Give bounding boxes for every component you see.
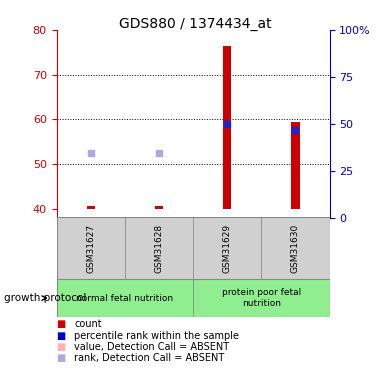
Text: GSM31629: GSM31629: [223, 224, 232, 273]
Text: protein poor fetal
nutrition: protein poor fetal nutrition: [222, 288, 301, 308]
Text: ■: ■: [57, 320, 66, 329]
Bar: [57, 217, 125, 279]
Text: GSM31630: GSM31630: [291, 224, 300, 273]
Bar: [193, 279, 330, 317]
Bar: [193, 217, 261, 279]
Bar: [223, 46, 231, 209]
Bar: [87, 206, 95, 209]
Bar: [57, 279, 193, 317]
Text: ■: ■: [57, 331, 66, 340]
Text: growth protocol: growth protocol: [4, 293, 86, 303]
Text: value, Detection Call = ABSENT: value, Detection Call = ABSENT: [74, 342, 229, 352]
Text: ■: ■: [57, 353, 66, 363]
Text: rank, Detection Call = ABSENT: rank, Detection Call = ABSENT: [74, 353, 224, 363]
Text: count: count: [74, 320, 102, 329]
Text: ■: ■: [57, 342, 66, 352]
Bar: [291, 122, 300, 208]
Bar: [125, 217, 193, 279]
Bar: [155, 206, 163, 209]
Text: normal fetal nutrition: normal fetal nutrition: [76, 294, 174, 303]
Text: percentile rank within the sample: percentile rank within the sample: [74, 331, 239, 340]
Text: GDS880 / 1374434_at: GDS880 / 1374434_at: [119, 17, 271, 31]
Bar: [261, 217, 330, 279]
Text: GSM31627: GSM31627: [86, 224, 95, 273]
Text: GSM31628: GSM31628: [154, 224, 163, 273]
